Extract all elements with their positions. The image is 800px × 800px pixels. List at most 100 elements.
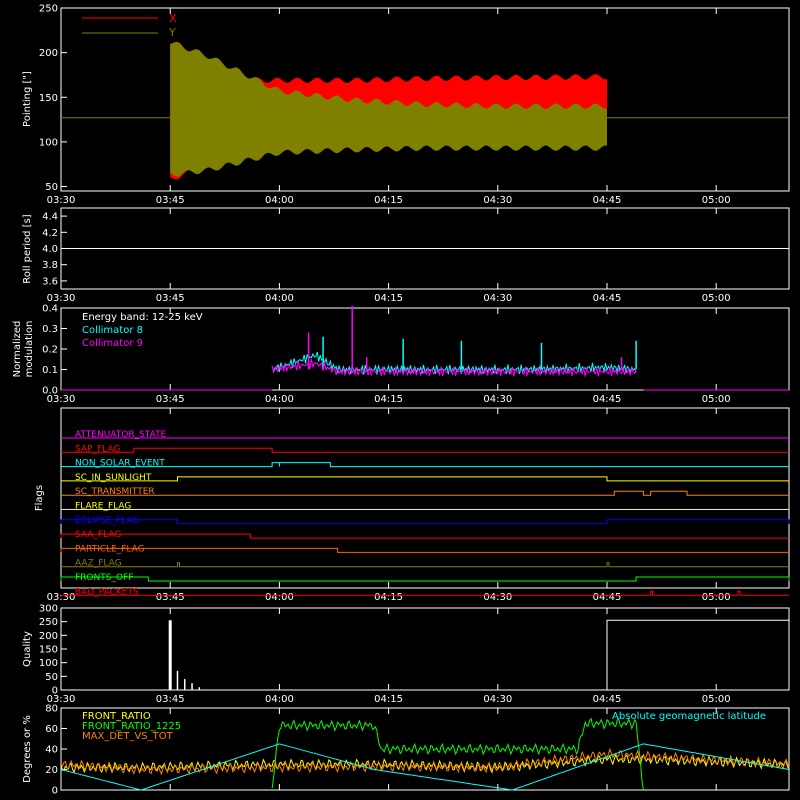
x-tick-label: 04:00 — [265, 394, 294, 405]
x-tick-label: 03:30 — [47, 394, 76, 405]
legend-max-det: MAX_DET_VS_TOT — [82, 731, 174, 742]
y-tick-label: 3.6 — [42, 276, 58, 287]
pointing-panel: Pointing ["] 50 100 150 200 250 03:30 03:45 04… — [22, 4, 790, 206]
y-tick-label: 0.2 — [42, 345, 58, 356]
x-tick-label: 03:30 — [47, 293, 76, 304]
y-tick-label: 0 — [52, 786, 58, 797]
modulation-line-c9 — [271, 358, 637, 377]
ratios-legend: FRONT_RATIO FRONT_RATIO_1225 MAX_DET_VS_… — [82, 711, 766, 742]
quality-data — [168, 619, 789, 690]
quality-step — [606, 619, 789, 690]
pointing-x-ticks: 03:30 03:45 04:00 04:15 04:30 04:45 05:00 — [47, 8, 731, 206]
modulation-panel: Normalized modulation 0.0 0.1 0.2 0.3 0.4 03… — [12, 304, 790, 405]
modulation-legend: Energy band: 12-25 keV Collimator 8 Coll… — [82, 312, 203, 349]
x-tick-label: 03:30 — [47, 592, 76, 603]
x-tick-label: 04:15 — [374, 293, 403, 304]
flag-label: ATTENUATOR_STATE — [75, 430, 167, 440]
x-tick-label: 05:00 — [702, 394, 731, 405]
legend-front-ratio-1225: FRONT_RATIO_1225 — [82, 721, 181, 732]
flags-ylabel: Flags — [34, 485, 45, 511]
y-tick-label: 150 — [39, 645, 58, 656]
x-tick-label: 04:30 — [483, 195, 512, 206]
x-tick-label: 04:30 — [483, 293, 512, 304]
flag-line — [61, 447, 789, 453]
flag-label: BAD_PACKETS — [75, 587, 139, 597]
ratio-line-3 — [60, 743, 790, 791]
modulation-line-c8 — [271, 351, 637, 375]
roll-panel: Roll period [s] 3.63.84.04.24.4 03:30 03:… — [22, 207, 790, 304]
x-tick-label: 03:45 — [156, 195, 185, 206]
flag-line — [60, 547, 789, 553]
legend-y-label: Y — [168, 26, 176, 39]
flag-line — [61, 476, 789, 482]
x-tick-label: 04:00 — [265, 592, 294, 603]
y-tick-label: 50 — [45, 182, 58, 193]
ratios-x-ticks — [60, 708, 717, 790]
legend-collimator8: Collimator 8 — [82, 325, 143, 336]
y-tick-label: 250 — [39, 617, 58, 628]
x-tick-label: 03:45 — [156, 394, 185, 405]
pointing-legend: X Y — [82, 12, 177, 39]
pointing-ylabel: Pointing ["] — [22, 71, 33, 127]
flag-line — [61, 562, 789, 568]
x-tick-label: 04:45 — [593, 293, 622, 304]
flag-line — [61, 590, 789, 596]
ratios-data — [60, 717, 790, 791]
quality-panel: Quality 0 50 100 150 200 250 300 03:30 03:45 04:… — [22, 604, 790, 705]
y-tick-label: 0.0 — [42, 386, 58, 397]
flags-frame — [60, 407, 790, 589]
x-tick-label: 04:30 — [483, 592, 512, 603]
flag-line — [60, 519, 790, 525]
flag-label: PARTICLE_FLAG — [75, 544, 145, 554]
y-tick-label: 0 — [52, 686, 58, 697]
y-tick-label: 250 — [39, 4, 58, 15]
x-tick-label: 05:00 — [702, 293, 731, 304]
flags-x-ticks: 03:30 03:45 04:00 04:15 04:30 04:45 05:00 — [47, 408, 731, 603]
quality-y-ticks: 0 50 100 150 200 250 300 — [39, 604, 67, 697]
y-tick-label: 4.4 — [42, 212, 58, 223]
legend-collimator9: Collimator 9 — [82, 338, 143, 349]
y-tick-label: 60 — [45, 724, 58, 735]
flag-label: SC_TRANSMITTER — [75, 487, 155, 497]
ratio-line-0 — [60, 753, 790, 774]
legend-front-ratio: FRONT_RATIO — [82, 711, 151, 722]
modulation-data — [61, 305, 789, 391]
y-tick-label: 0.3 — [42, 324, 58, 335]
modulation-ylabel-line1: Normalized — [12, 321, 23, 378]
flag-label: ECLIPSE_FLAG — [75, 516, 139, 526]
x-tick-label: 04:45 — [593, 694, 622, 705]
pointing-y-ticks: 50 100 150 200 250 — [39, 4, 67, 193]
y-tick-label: 200 — [39, 48, 58, 59]
y-tick-label: 4.2 — [42, 228, 58, 239]
legend-geomag-lat: Absolute geomagnetic latitude — [612, 711, 766, 722]
x-tick-label: 04:45 — [593, 195, 622, 206]
x-tick-label: 03:45 — [156, 694, 185, 705]
y-tick-label: 100 — [39, 658, 58, 669]
pointing-frame — [60, 7, 790, 192]
quality-ylabel: Quality — [22, 631, 33, 667]
y-tick-label: 150 — [39, 93, 58, 104]
flag-label: SAA_FLAG — [75, 530, 121, 540]
x-tick-label: 04:45 — [593, 394, 622, 405]
flag-line — [60, 576, 790, 582]
flag-line — [61, 490, 789, 496]
x-tick-label: 04:00 — [265, 195, 294, 206]
y-tick-label: 300 — [39, 604, 58, 615]
flags-panel: Flags 03:30 03:45 04:00 04:15 04:30 04:45 05:0… — [34, 407, 790, 603]
x-tick-label: 03:30 — [47, 694, 76, 705]
flag-label: FLARE_FLAG — [75, 502, 131, 512]
flag-line — [60, 533, 789, 539]
pointing-band-y — [170, 41, 607, 177]
energy-band-label: Energy band: 12-25 keV — [82, 312, 203, 323]
roll-x-ticks: 03:30 03:45 04:00 04:15 04:30 04:45 05:00 — [47, 208, 731, 304]
x-tick-label: 04:30 — [483, 694, 512, 705]
y-tick-label: 80 — [45, 704, 58, 715]
x-tick-label: 05:00 — [702, 592, 731, 603]
modulation-ylabel-line2: modulation — [24, 321, 35, 378]
ratio-line-2 — [60, 747, 790, 776]
x-tick-label: 04:15 — [374, 195, 403, 206]
y-tick-label: 50 — [45, 672, 58, 683]
x-tick-label: 04:00 — [265, 293, 294, 304]
quality-x-ticks: 03:30 03:45 04:00 04:15 04:30 04:45 05:00 — [47, 608, 731, 705]
x-tick-label: 03:45 — [156, 592, 185, 603]
